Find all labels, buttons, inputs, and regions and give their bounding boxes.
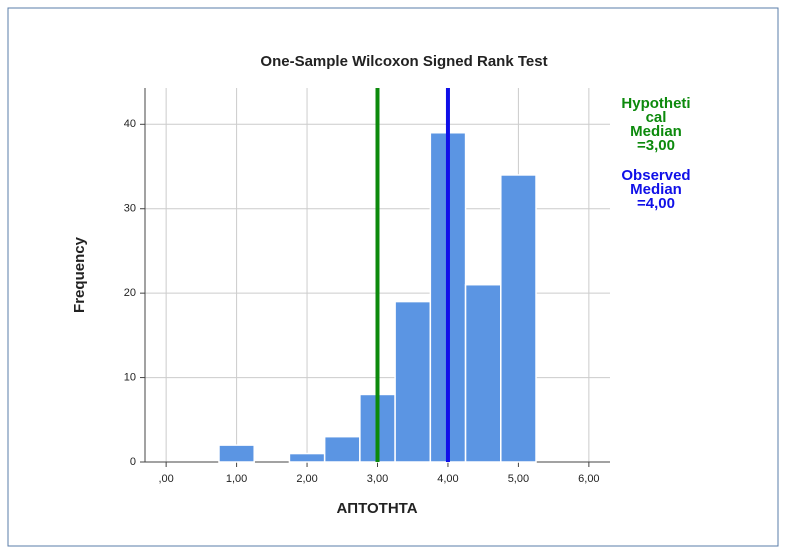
x-tick-label: 2,00 (296, 473, 317, 485)
x-tick-label: 5,00 (508, 473, 529, 485)
reference-label: Hypotheti (621, 95, 690, 112)
frame (7, 7, 779, 547)
bar (288, 452, 326, 463)
y-axis-label: Frequency (71, 236, 88, 313)
bar (218, 444, 255, 463)
bar (323, 435, 361, 463)
chart-title: One-Sample Wilcoxon Signed Rank Test (260, 53, 547, 70)
x-tick-label: ,00 (158, 473, 173, 485)
reference-label: =4,00 (637, 195, 675, 212)
y-tick-label: 20 (124, 287, 136, 299)
reference-label: Median (630, 181, 682, 198)
x-tick-label: 1,00 (226, 473, 247, 485)
y-tick-label: 40 (124, 118, 136, 130)
x-tick-label: 6,00 (578, 473, 599, 485)
bar (394, 300, 432, 463)
bar (464, 283, 502, 463)
reference-label: Observed (621, 167, 690, 184)
reference-label: cal (646, 109, 667, 126)
y-tick-label: 10 (124, 371, 136, 383)
y-tick-label: 0 (130, 456, 136, 468)
reference-label: =3,00 (637, 137, 675, 154)
x-tick-label: 3,00 (367, 473, 388, 485)
reference-label: Median (630, 123, 682, 140)
bar (500, 174, 537, 463)
y-tick-label: 30 (124, 203, 136, 215)
x-axis-label: ΑΠΤΟΤΗΤΑ (336, 500, 417, 517)
x-tick-label: 4,00 (437, 473, 458, 485)
